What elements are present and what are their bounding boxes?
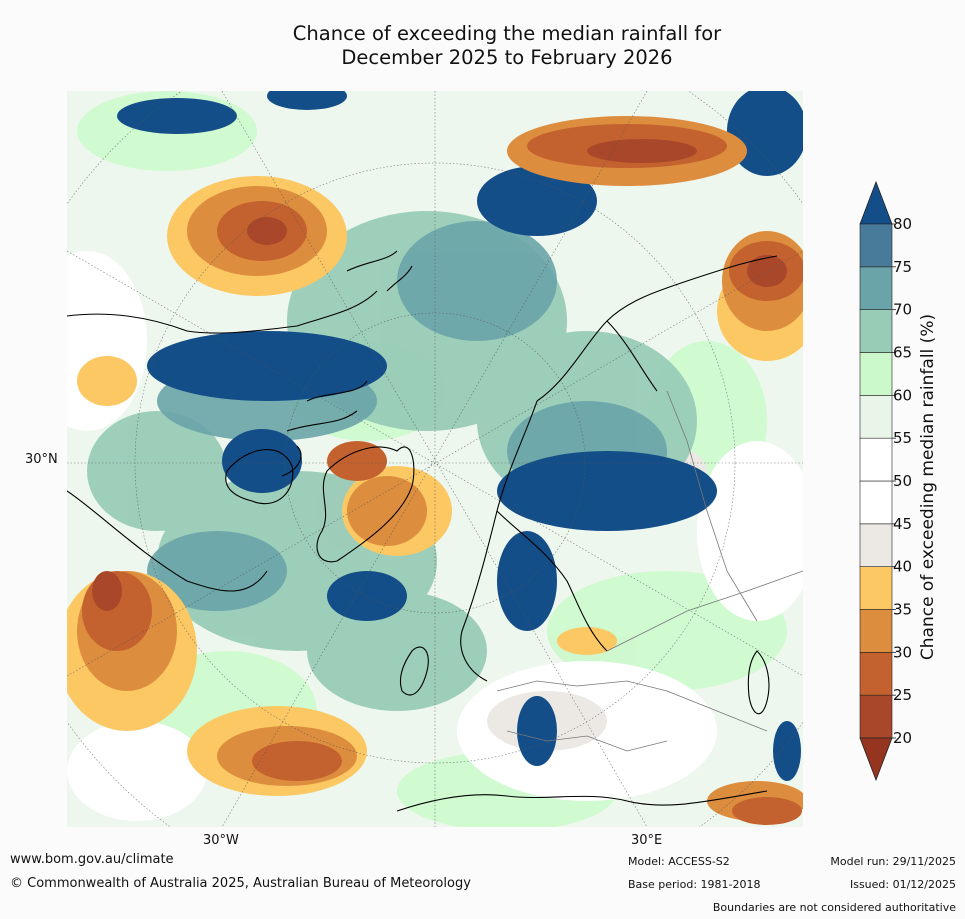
colorbar-tick-label: 70 [893, 301, 912, 319]
colorbar: 20 25 30 35 40 45 50 55 60 65 70 75 80 [855, 180, 965, 790]
colorbar-bin [859, 694, 893, 739]
colorbar-tick-label: 40 [893, 558, 912, 576]
colorbar-tick-label: 30 [893, 643, 912, 661]
colorbar-tick-label: 75 [893, 258, 912, 276]
footer-copyright: © Commonwealth of Australia 2025, Austra… [10, 876, 471, 891]
title-line-1: Chance of exceeding the median rainfall … [292, 22, 722, 45]
map-title: Chance of exceeding the median rainfall … [0, 22, 965, 70]
colorbar-bin [859, 437, 893, 482]
colorbar-tick-label: 80 [893, 215, 912, 233]
footer-url[interactable]: www.bom.gov.au/climate [10, 852, 174, 867]
footer-disclaimer: Boundaries are not considered authoritat… [712, 901, 956, 914]
colorbar-bin [859, 480, 893, 525]
rainfall-map-canvas [67, 91, 803, 827]
colorbar-bin [859, 395, 893, 439]
colorbar-bin [859, 523, 893, 567]
colorbar-over-arrow [859, 180, 893, 225]
footer-model: Model: ACCESS-S2 [628, 855, 730, 868]
colorbar-bin [859, 566, 893, 610]
colorbar-bin [859, 652, 893, 696]
colorbar-bin [859, 223, 893, 268]
colorbar-bin [859, 352, 893, 396]
lat-label-30n: 30°N [25, 452, 58, 467]
lon-label-30e: 30°E [631, 833, 663, 848]
colorbar-tick-label: 45 [893, 515, 912, 533]
colorbar-tick-label: 65 [893, 344, 912, 362]
footer-issued: Issued: 01/12/2025 [849, 878, 956, 891]
colorbar-bin [859, 266, 893, 310]
colorbar-bin [859, 309, 893, 353]
footer-base-period: Base period: 1981-2018 [628, 878, 761, 891]
colorbar-tick-label: 50 [893, 472, 912, 490]
rainfall-map[interactable] [67, 91, 803, 827]
lon-label-30w: 30°W [203, 833, 239, 848]
colorbar-bin [859, 609, 893, 653]
colorbar-tick-label: 25 [893, 686, 912, 704]
title-line-2: December 2025 to February 2026 [341, 46, 673, 69]
colorbar-under-arrow [859, 737, 893, 782]
colorbar-svg: 20 25 30 35 40 45 50 55 60 65 70 75 80 [859, 180, 912, 782]
colorbar-tick-label: 20 [893, 729, 912, 747]
colorbar-tick-label: 55 [893, 429, 912, 447]
colorbar-tick-label: 60 [893, 386, 912, 404]
footer-model-run: Model run: 29/11/2025 [830, 855, 956, 868]
colorbar-title: Chance of exceeding median rainfall (%) [918, 313, 938, 661]
colorbar-tick-label: 35 [893, 601, 912, 619]
